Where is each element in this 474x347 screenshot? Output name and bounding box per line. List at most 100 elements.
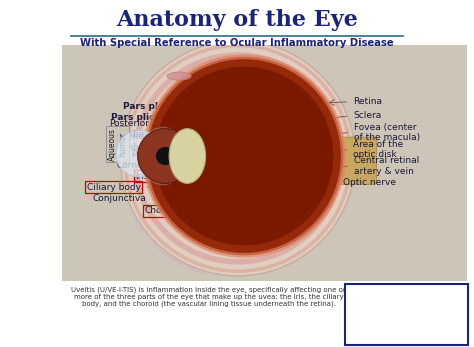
Ellipse shape <box>145 57 343 255</box>
Circle shape <box>401 302 443 333</box>
Circle shape <box>186 266 190 268</box>
Text: Pars plicata: Pars plicata <box>111 112 171 121</box>
Circle shape <box>162 145 168 149</box>
Circle shape <box>172 258 175 260</box>
Text: Ciliary body: Ciliary body <box>87 183 141 192</box>
Circle shape <box>170 174 176 178</box>
Circle shape <box>169 256 173 258</box>
Circle shape <box>180 130 186 134</box>
Ellipse shape <box>139 127 188 185</box>
Circle shape <box>143 231 146 233</box>
Text: Aqueous
humor: Aqueous humor <box>108 128 127 161</box>
Circle shape <box>145 234 148 236</box>
Circle shape <box>166 137 173 141</box>
Ellipse shape <box>167 72 191 80</box>
Text: Zonules: Zonules <box>219 168 259 177</box>
Circle shape <box>163 166 169 169</box>
Text: Pupil: Pupil <box>131 150 153 159</box>
Circle shape <box>162 164 168 168</box>
Circle shape <box>160 151 166 155</box>
Text: Vitreous
chamber: Vitreous chamber <box>246 138 298 160</box>
Circle shape <box>147 237 151 239</box>
Circle shape <box>186 130 193 134</box>
Circle shape <box>194 269 197 271</box>
Circle shape <box>164 168 170 171</box>
Circle shape <box>150 239 153 242</box>
Circle shape <box>165 169 172 173</box>
Text: Uveitis (U/VE-I-TIS) is inflammation inside the eye, specifically affecting one : Uveitis (U/VE-I-TIS) is inflammation ins… <box>71 286 346 307</box>
Circle shape <box>182 264 185 266</box>
Text: Anatomy of the Eye: Anatomy of the Eye <box>116 9 358 31</box>
Circle shape <box>184 265 187 267</box>
Ellipse shape <box>120 41 356 276</box>
Circle shape <box>182 130 188 134</box>
Text: Retina: Retina <box>354 97 383 106</box>
Circle shape <box>189 267 192 269</box>
Circle shape <box>179 262 182 264</box>
Circle shape <box>177 261 180 263</box>
Circle shape <box>178 131 184 135</box>
Text: Ocular
Immunology
and Uveitis
Service: Ocular Immunology and Uveitis Service <box>350 290 408 335</box>
Circle shape <box>163 143 169 146</box>
Circle shape <box>157 247 161 249</box>
Circle shape <box>155 245 158 246</box>
Text: Iris: Iris <box>135 171 149 180</box>
Circle shape <box>175 177 182 181</box>
Ellipse shape <box>155 67 333 245</box>
Text: Posterior
chamber: Posterior chamber <box>109 119 149 138</box>
Circle shape <box>165 139 172 143</box>
Circle shape <box>138 224 141 226</box>
Circle shape <box>178 178 184 181</box>
Circle shape <box>174 260 178 262</box>
Text: Choroid: Choroid <box>144 206 179 215</box>
Text: Conjunctiva: Conjunctiva <box>93 194 147 203</box>
Circle shape <box>130 211 134 213</box>
Text: Fovea (center
of the macula): Fovea (center of the macula) <box>354 123 420 142</box>
Text: Sclera: Sclera <box>354 111 382 120</box>
Circle shape <box>184 178 191 182</box>
Ellipse shape <box>146 59 341 253</box>
Circle shape <box>168 172 174 176</box>
Circle shape <box>186 178 193 182</box>
Text: www.uveitis.org: www.uveitis.org <box>354 335 404 339</box>
Circle shape <box>153 242 155 244</box>
Circle shape <box>188 130 195 134</box>
Circle shape <box>160 160 167 163</box>
Text: Anterior
chamber: Anterior chamber <box>109 132 149 152</box>
Circle shape <box>160 155 166 159</box>
Text: Lens: Lens <box>215 135 224 159</box>
Circle shape <box>133 216 136 218</box>
Circle shape <box>180 178 186 182</box>
Circle shape <box>175 132 182 135</box>
Text: Area of the
optic disk: Area of the optic disk <box>354 140 404 159</box>
Circle shape <box>201 272 204 274</box>
Circle shape <box>140 228 144 229</box>
Circle shape <box>167 255 170 256</box>
Circle shape <box>161 147 167 150</box>
Circle shape <box>172 133 178 137</box>
Circle shape <box>161 162 167 166</box>
Circle shape <box>170 135 176 138</box>
Circle shape <box>172 175 178 179</box>
Ellipse shape <box>116 130 163 177</box>
Text: Pars plana: Pars plana <box>123 102 177 111</box>
Ellipse shape <box>169 129 206 183</box>
Circle shape <box>173 176 180 180</box>
Circle shape <box>191 268 194 270</box>
Circle shape <box>168 136 174 139</box>
Circle shape <box>160 249 163 251</box>
Circle shape <box>136 220 138 222</box>
Circle shape <box>160 149 167 152</box>
Circle shape <box>160 158 166 161</box>
Text: Central retinal
artery & vein: Central retinal artery & vein <box>354 156 419 176</box>
Text: Optic nerve: Optic nerve <box>343 178 396 187</box>
Text: With Special Reference to Ocular Inflammatory Disease: With Special Reference to Ocular Inflamm… <box>80 38 394 48</box>
Circle shape <box>188 178 195 182</box>
Ellipse shape <box>137 129 192 183</box>
Circle shape <box>164 253 168 255</box>
Circle shape <box>164 141 170 145</box>
Circle shape <box>166 171 173 175</box>
Circle shape <box>199 271 202 273</box>
Text: Cornea: Cornea <box>117 161 149 170</box>
Ellipse shape <box>156 147 174 165</box>
